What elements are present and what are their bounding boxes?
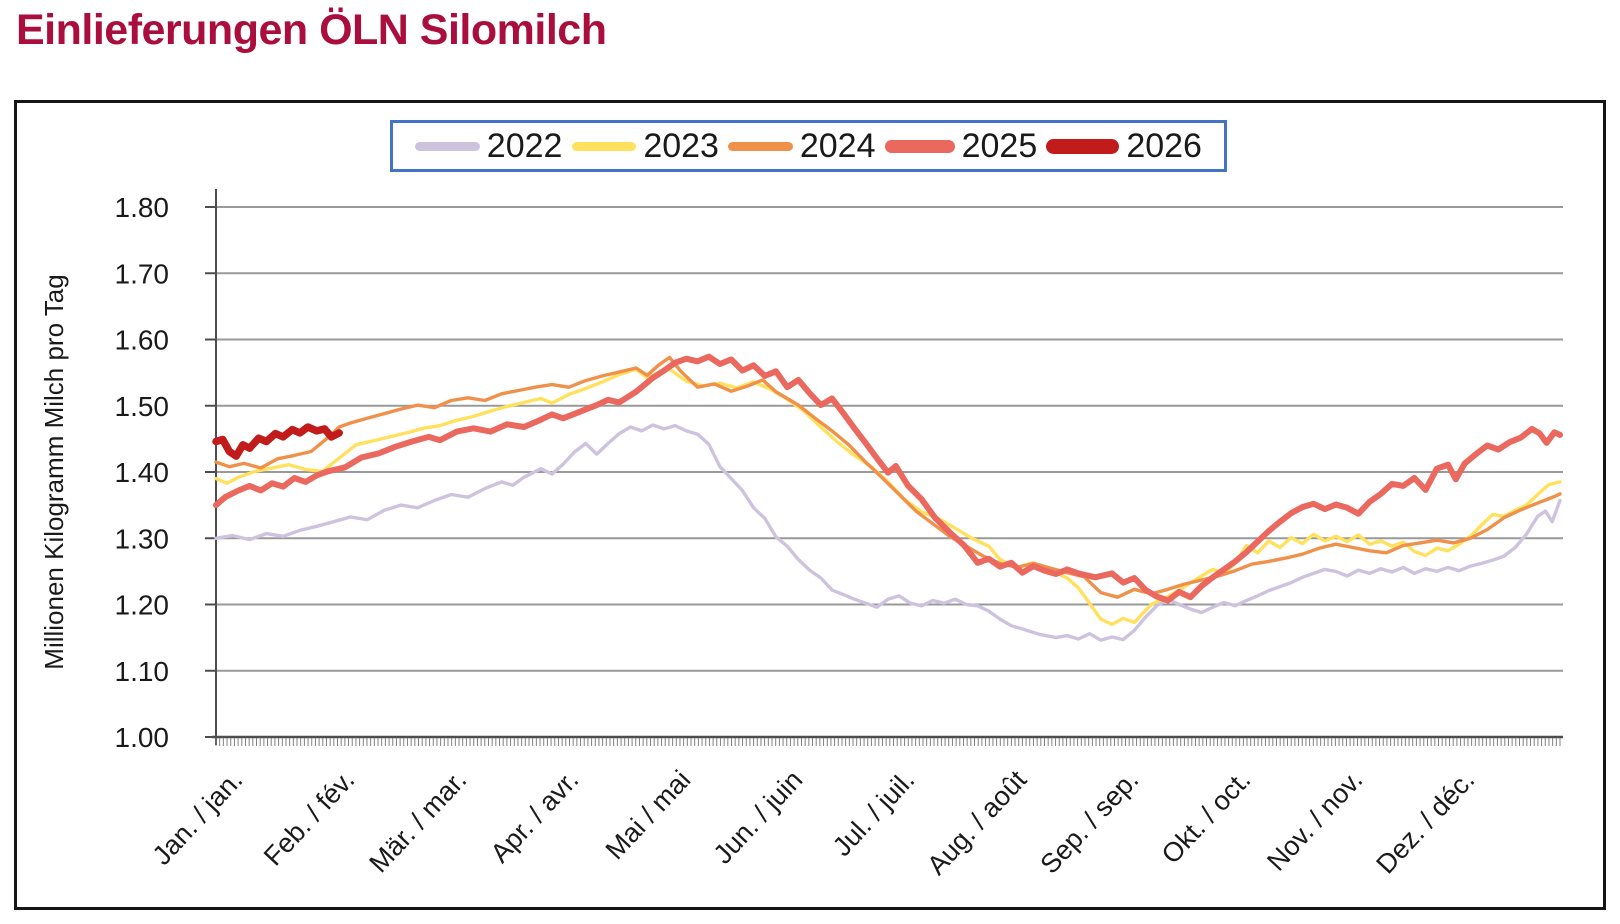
- page-title: Einlieferungen ÖLN Silomilch: [16, 6, 607, 54]
- x-tick-label: Okt. / oct.: [1156, 765, 1257, 870]
- x-axis-labels: Jan. / jan. Feb. / fév. Mär. / mar. Apr. / …: [147, 764, 1481, 880]
- legend-swatch-2026: [1046, 138, 1120, 154]
- x-tick-label: Sep. / sep.: [1034, 765, 1144, 880]
- series-line-2025: [213, 353, 1563, 604]
- legend-swatch-2022: [415, 141, 480, 151]
- series-line-2022: [214, 423, 1562, 642]
- y-tick-label: 1.60: [115, 325, 170, 356]
- legend-item-2024: 2024: [728, 127, 876, 165]
- x-tick-label: Mär. / mar.: [363, 765, 472, 879]
- axes: [212, 189, 1563, 745]
- y-axis-title: Millionen Kilogramm Milch pro Tag: [39, 274, 69, 669]
- x-tick-label: Aug. / août: [921, 764, 1032, 880]
- y-tick-label: 1.00: [115, 722, 170, 753]
- legend-swatch-2025: [884, 139, 955, 153]
- x-tick-label: Mai / mai: [600, 765, 697, 866]
- x-tick-label: Jul. / juil.: [827, 765, 921, 862]
- x-tick-label: Apr. / avr.: [485, 765, 585, 869]
- y-axis-labels: 1.00 1.10 1.20 1.30 1.40 1.50 1.60 1.70 1.80 Mill…: [39, 192, 216, 753]
- legend-swatch-2023: [571, 141, 637, 151]
- x-tick-label: Jan. / jan.: [147, 765, 249, 871]
- series-lines: [212, 353, 1563, 642]
- legend-label-2022: 2022: [486, 127, 563, 165]
- x-tick-label: Dez. / déc.: [1370, 765, 1480, 880]
- x-tick-label: Jun. / juin: [708, 765, 809, 870]
- legend-label-2026: 2026: [1126, 127, 1202, 165]
- legend-item-2023: 2023: [571, 127, 719, 165]
- series-line-2024: [214, 355, 1562, 599]
- chart-legend: 2022 2023 2024 2025 2026: [390, 120, 1227, 172]
- y-tick-label: 1.70: [115, 258, 170, 289]
- y-tick-label: 1.80: [115, 192, 170, 223]
- series-line-2023: [214, 367, 1562, 627]
- x-tick-label: Nov. / nov.: [1261, 765, 1368, 877]
- chart-svg: 1.00 1.10 1.20 1.30 1.40 1.50 1.60 1.70 1.80 Mill…: [39, 189, 1563, 881]
- y-tick-label: 1.10: [115, 656, 170, 687]
- series-line-2026: [212, 423, 343, 460]
- x-tick-label: Feb. / fév.: [258, 765, 360, 872]
- chart-panel: 2022 2023 2024 2025 2026 1.00 1.10 1.20 1.30 1.4…: [14, 100, 1606, 910]
- legend-label-2024: 2024: [799, 127, 876, 165]
- legend-label-2025: 2025: [961, 127, 1038, 165]
- legend-swatch-2024: [728, 141, 793, 151]
- legend-label-2023: 2023: [643, 127, 719, 165]
- legend-item-2025: 2025: [884, 127, 1038, 165]
- legend-item-2022: 2022: [415, 129, 562, 163]
- y-tick-label: 1.50: [115, 391, 170, 422]
- y-tick-label: 1.40: [115, 457, 170, 488]
- legend-item-2026: 2026: [1046, 129, 1202, 163]
- x-minor-ticks: [215, 738, 1561, 746]
- y-tick-label: 1.30: [115, 523, 170, 554]
- y-tick-label: 1.20: [115, 590, 170, 621]
- gridlines: [216, 206, 1563, 672]
